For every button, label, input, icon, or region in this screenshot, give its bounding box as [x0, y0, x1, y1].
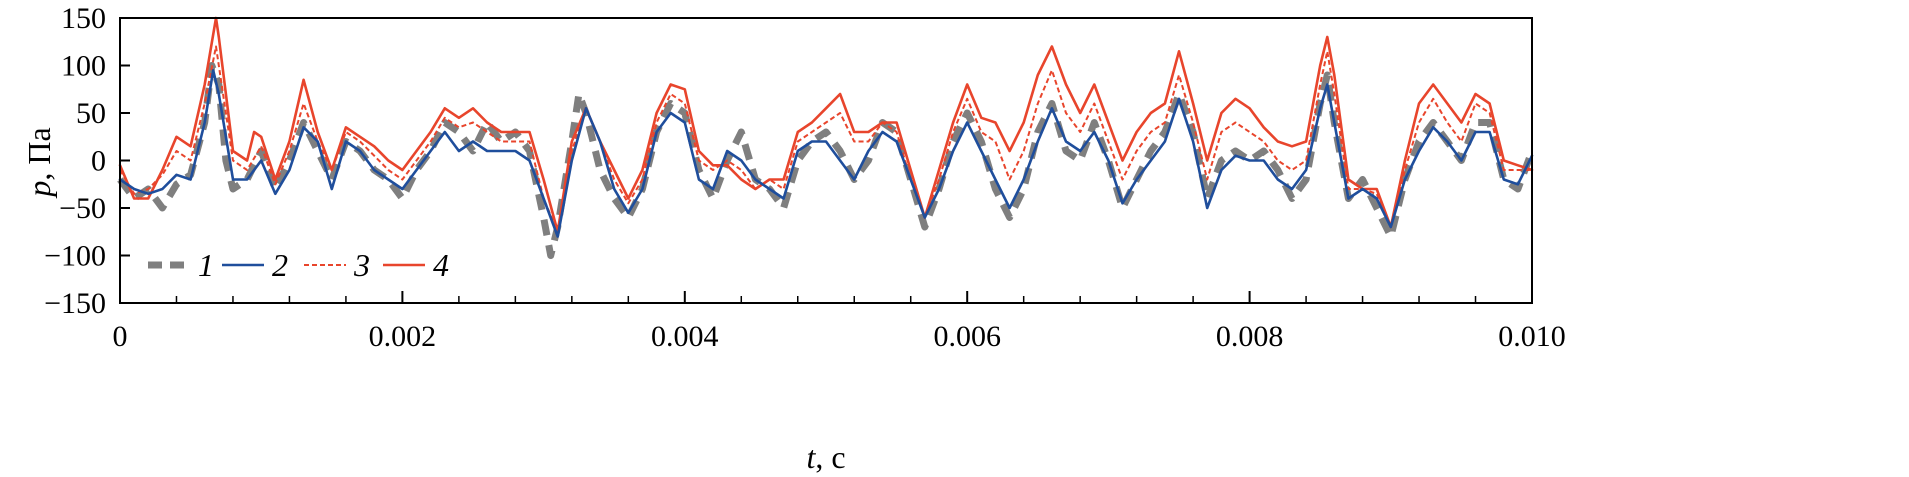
x-tick-label: 0 — [113, 320, 128, 353]
x-axis-label-unit: , с — [815, 439, 845, 475]
series-2-line — [118, 69, 1534, 238]
x-axis-label-var: t — [806, 439, 816, 475]
tick-labels-layer: 0 0.002 0.004 0.006 0.008 0.010 150 100 50 0 −50 −1… — [44, 2, 1566, 353]
ticks-layer — [119, 17, 1533, 304]
x-axis-label: t, с — [806, 439, 845, 475]
series-4-line — [118, 16, 1534, 234]
y-tick-label: 0 — [91, 145, 106, 178]
legend-label-3: 3 — [353, 247, 370, 283]
series-layer — [117, 16, 1536, 259]
legend-label-4: 4 — [433, 247, 449, 283]
x-tick-label: 0.002 — [369, 320, 437, 353]
y-tick-label: 150 — [61, 2, 106, 35]
y-axis-label-var: p — [21, 181, 57, 199]
y-axis-label-unit: , Па — [21, 127, 57, 180]
x-tick-label: 0.006 — [933, 320, 1001, 353]
series-1-line — [117, 62, 1536, 259]
legend-label-2: 2 — [272, 247, 288, 283]
x-tick-label: 0.010 — [1498, 320, 1566, 353]
y-tick-label: −50 — [59, 192, 106, 225]
y-tick-label: −100 — [44, 240, 106, 273]
x-tick-label: 0.008 — [1216, 320, 1284, 353]
y-tick-label: 50 — [76, 97, 106, 130]
legend: 1 2 3 4 — [148, 247, 449, 283]
legend-label-1: 1 — [198, 247, 214, 283]
y-tick-label: 100 — [61, 50, 106, 83]
y-tick-label: −150 — [44, 287, 106, 320]
x-tick-label: 0.004 — [651, 320, 719, 353]
series-3-line — [119, 45, 1532, 233]
y-axis-label: p, Па — [21, 127, 57, 198]
